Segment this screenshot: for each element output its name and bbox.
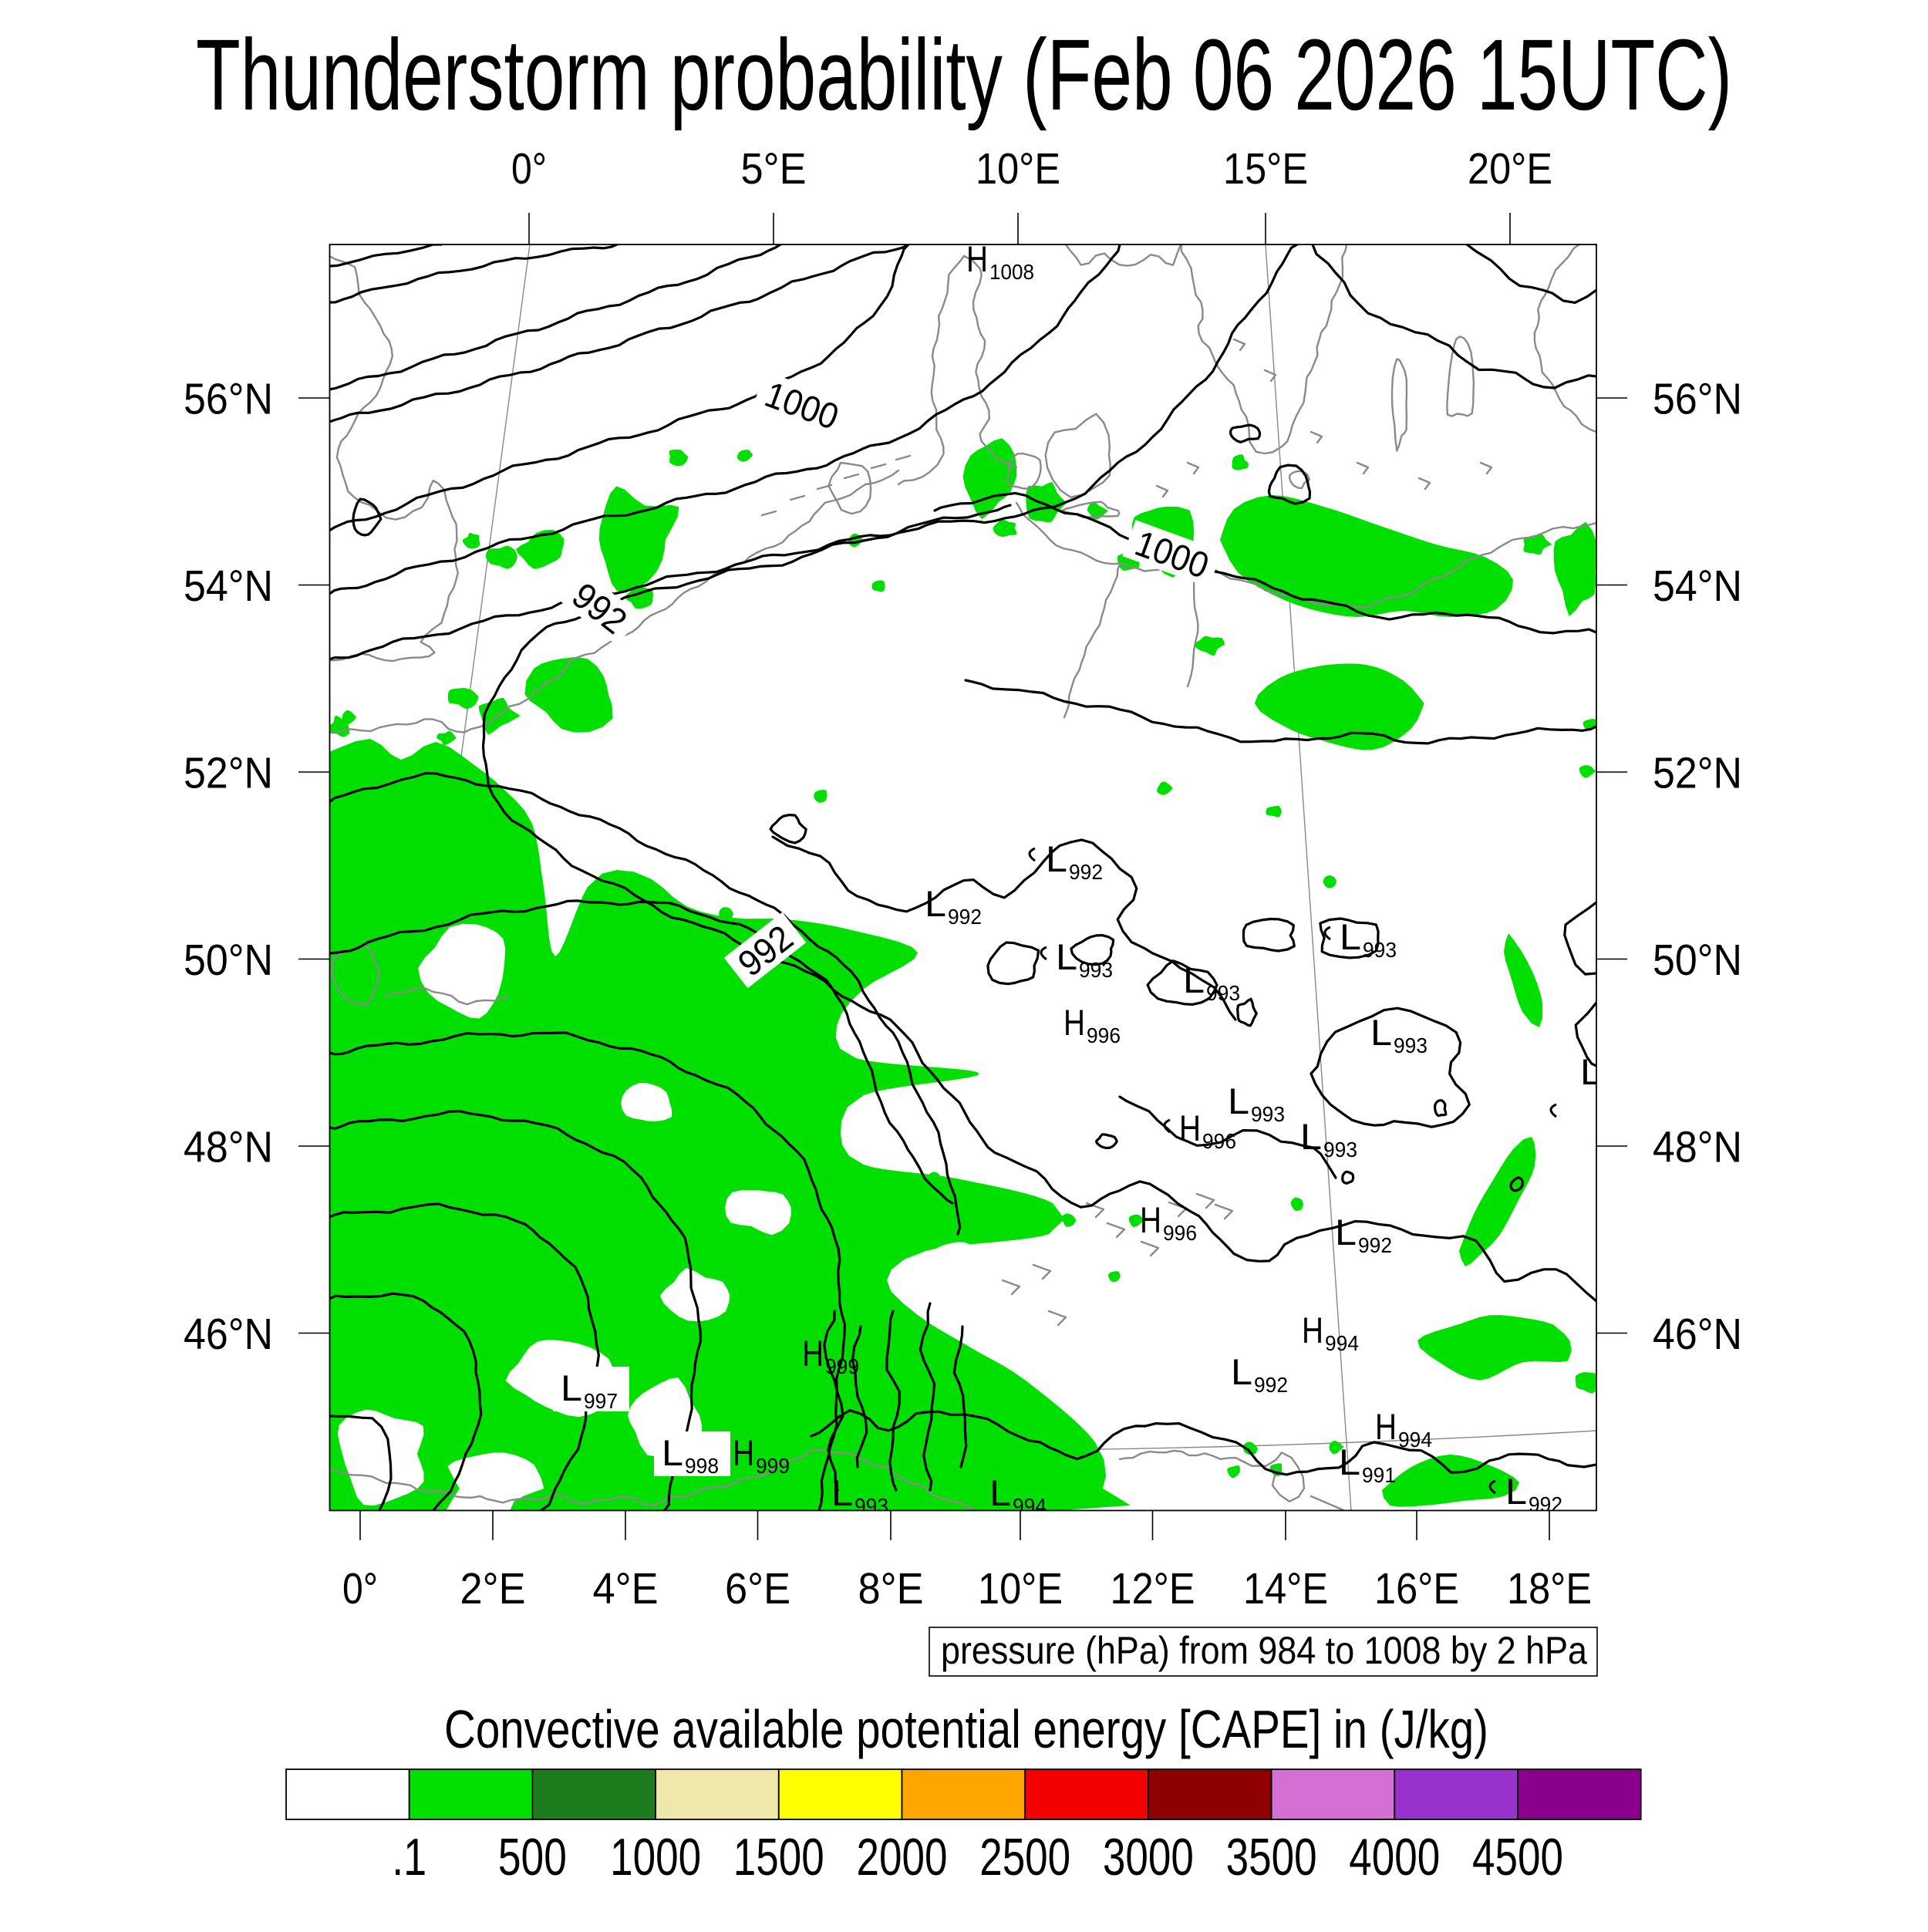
svg-text:52°N: 52°N	[1653, 749, 1742, 798]
svg-text:50°N: 50°N	[1653, 936, 1742, 985]
svg-text:999: 999	[825, 1354, 859, 1378]
svg-text:992: 992	[1529, 1492, 1562, 1516]
svg-text:L: L	[1300, 1116, 1322, 1157]
svg-text:52°N: 52°N	[184, 749, 273, 798]
svg-text:993: 993	[854, 1494, 888, 1518]
svg-text:993: 993	[1251, 1102, 1285, 1126]
svg-text:46°N: 46°N	[1653, 1310, 1742, 1359]
svg-text:H: H	[1140, 1199, 1161, 1240]
svg-text:2000: 2000	[857, 1828, 948, 1886]
svg-text:L: L	[989, 1472, 1011, 1513]
svg-text:5°E: 5°E	[741, 144, 807, 194]
svg-text:L: L	[662, 1432, 683, 1473]
svg-text:H: H	[1179, 1108, 1201, 1148]
svg-text:993: 993	[1206, 981, 1240, 1005]
svg-text:H: H	[1375, 1406, 1397, 1447]
svg-text:14°E: 14°E	[1243, 1564, 1328, 1613]
svg-text:997: 997	[584, 1389, 618, 1413]
svg-text:1008: 1008	[989, 260, 1034, 284]
svg-text:4000: 4000	[1349, 1828, 1440, 1886]
svg-text:999: 999	[756, 1454, 790, 1478]
svg-text:56°N: 56°N	[184, 375, 273, 424]
svg-text:3500: 3500	[1226, 1828, 1317, 1886]
svg-text:L: L	[1231, 1351, 1252, 1392]
svg-text:48°N: 48°N	[1653, 1123, 1742, 1172]
svg-text:996: 996	[1087, 1023, 1121, 1047]
svg-text:L: L	[1183, 959, 1205, 1000]
svg-text:4°E: 4°E	[593, 1564, 659, 1613]
svg-text:993: 993	[1363, 938, 1397, 962]
svg-text:46°N: 46°N	[184, 1310, 273, 1359]
svg-text:0°: 0°	[342, 1564, 378, 1613]
svg-text:L: L	[1370, 1012, 1392, 1053]
svg-text:10°E: 10°E	[978, 1564, 1063, 1613]
svg-text:20°E: 20°E	[1468, 144, 1552, 194]
svg-text:L: L	[561, 1367, 582, 1408]
svg-text:Thunderstorm probability (Feb: Thunderstorm probability (Feb 06 2026 15…	[196, 18, 1732, 131]
svg-text:48°N: 48°N	[184, 1123, 273, 1172]
svg-text:1500: 1500	[733, 1828, 824, 1886]
svg-text:998: 998	[685, 1454, 719, 1478]
svg-text:6°E: 6°E	[725, 1564, 790, 1613]
svg-text:993: 993	[1394, 1033, 1427, 1057]
svg-text:996: 996	[1163, 1221, 1197, 1245]
svg-text:H: H	[966, 238, 988, 279]
svg-text:L: L	[1056, 936, 1077, 977]
svg-text:0°: 0°	[511, 144, 547, 194]
svg-text:1000: 1000	[610, 1828, 701, 1886]
svg-text:L: L	[925, 883, 946, 924]
svg-text:L: L	[1505, 1471, 1527, 1512]
svg-text:H: H	[733, 1432, 754, 1473]
svg-text:16°E: 16°E	[1374, 1564, 1459, 1613]
svg-text:992: 992	[1358, 1233, 1392, 1257]
svg-text:500: 500	[498, 1828, 567, 1886]
svg-text:3000: 3000	[1103, 1828, 1194, 1886]
svg-text:50°N: 50°N	[184, 936, 273, 985]
svg-text:H: H	[1063, 1002, 1085, 1043]
svg-text:994: 994	[1398, 1428, 1432, 1452]
svg-text:L: L	[1228, 1081, 1249, 1121]
svg-text:H: H	[802, 1333, 824, 1374]
svg-text:54°N: 54°N	[184, 561, 273, 611]
svg-text:Convective available potential: Convective available potential energy [C…	[444, 1699, 1488, 1759]
svg-text:H: H	[1302, 1310, 1323, 1350]
svg-text:8°E: 8°E	[858, 1564, 924, 1613]
svg-text:L: L	[1340, 916, 1361, 957]
svg-text:L: L	[1339, 1441, 1360, 1482]
svg-text:L: L	[1046, 838, 1067, 879]
svg-text:L: L	[1580, 1051, 1602, 1092]
svg-text:56°N: 56°N	[1653, 375, 1742, 424]
svg-text:18°E: 18°E	[1507, 1564, 1592, 1613]
svg-text:993: 993	[1079, 958, 1113, 982]
svg-text:993: 993	[1323, 1138, 1357, 1162]
svg-text:.1: .1	[392, 1828, 426, 1886]
svg-text:12°E: 12°E	[1111, 1564, 1195, 1613]
svg-text:54°N: 54°N	[1653, 561, 1742, 611]
svg-text:994: 994	[1013, 1494, 1047, 1518]
svg-text:992: 992	[948, 905, 982, 929]
svg-text:992: 992	[1254, 1373, 1288, 1397]
svg-text:pressure (hPa) from 984 to 100: pressure (hPa) from 984 to 1008 by 2 hPa	[941, 1629, 1587, 1672]
svg-text:L: L	[1335, 1212, 1357, 1253]
svg-text:L: L	[831, 1472, 853, 1513]
svg-text:992: 992	[1069, 860, 1103, 884]
svg-text:991: 991	[1362, 1463, 1396, 1487]
svg-text:2°E: 2°E	[460, 1564, 526, 1613]
svg-text:10°E: 10°E	[976, 144, 1060, 194]
svg-text:996: 996	[1202, 1129, 1236, 1153]
svg-text:15°E: 15°E	[1223, 144, 1308, 194]
svg-text:4500: 4500	[1472, 1828, 1563, 1886]
svg-text:2500: 2500	[979, 1828, 1070, 1886]
svg-text:994: 994	[1325, 1331, 1359, 1355]
